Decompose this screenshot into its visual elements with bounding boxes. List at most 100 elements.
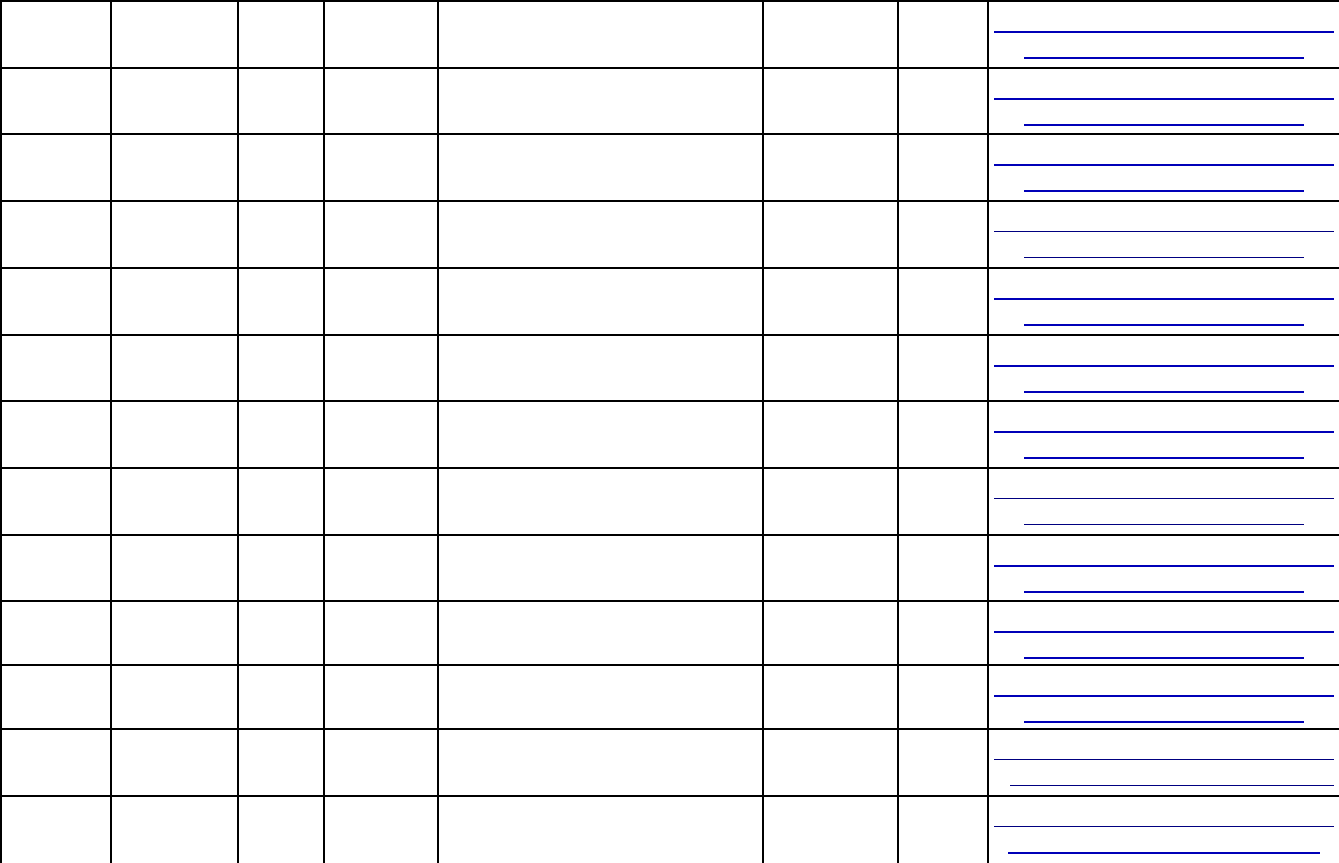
table-cell	[897, 67, 989, 135]
table-cell	[0, 795, 112, 863]
table-cell	[762, 600, 899, 666]
table-cell	[323, 728, 439, 797]
empty-link-underline[interactable]	[1024, 591, 1304, 593]
table-cell	[237, 600, 325, 666]
table-cell	[897, 267, 989, 336]
table-row	[0, 664, 1339, 730]
empty-link-underline[interactable]	[1024, 391, 1304, 393]
table-cell	[437, 267, 764, 336]
table-cell	[0, 467, 112, 536]
table-cell	[237, 334, 325, 402]
table-cell	[323, 664, 439, 730]
empty-link-underline[interactable]	[994, 826, 1334, 827]
table-cell	[323, 67, 439, 135]
table-cell	[110, 664, 239, 730]
table-cell	[237, 467, 325, 536]
table-cell	[110, 400, 239, 469]
table-row	[0, 728, 1339, 797]
table-cell	[0, 200, 112, 269]
table-cell	[897, 728, 989, 797]
table-cell	[323, 400, 439, 469]
table-cell	[237, 728, 325, 797]
table-cell	[437, 534, 764, 602]
table-cell	[897, 0, 989, 69]
table-cell	[897, 200, 989, 269]
table-cell	[437, 600, 764, 666]
empty-link-underline[interactable]	[1024, 257, 1304, 258]
empty-link-underline[interactable]	[1024, 457, 1304, 459]
empty-link-underline[interactable]	[994, 164, 1334, 166]
table-cell	[762, 133, 899, 202]
table-cell	[323, 200, 439, 269]
table-cell	[762, 0, 899, 69]
empty-link-underline[interactable]	[1008, 852, 1320, 854]
empty-link-underline[interactable]	[994, 298, 1334, 300]
empty-link-underline[interactable]	[994, 631, 1334, 633]
empty-link-underline[interactable]	[994, 759, 1334, 760]
link-cell	[987, 0, 1339, 69]
table-cell	[237, 67, 325, 135]
table-cell	[437, 67, 764, 135]
table-cell	[437, 664, 764, 730]
table-cell	[110, 334, 239, 402]
empty-link-underline[interactable]	[994, 365, 1334, 367]
empty-link-underline[interactable]	[1024, 657, 1304, 659]
table-row	[0, 467, 1339, 536]
link-cell	[987, 67, 1339, 135]
table-cell	[897, 400, 989, 469]
empty-link-underline[interactable]	[1024, 124, 1304, 126]
empty-link-underline[interactable]	[994, 565, 1334, 567]
table-cell	[237, 400, 325, 469]
table-cell	[323, 600, 439, 666]
table-cell	[0, 0, 112, 69]
empty-link-underline[interactable]	[1024, 57, 1304, 59]
table-row	[0, 0, 1339, 69]
table-cell	[437, 728, 764, 797]
table-cell	[110, 600, 239, 666]
table-cell	[0, 664, 112, 730]
table-cell	[762, 200, 899, 269]
table-cell	[110, 267, 239, 336]
table-cell	[762, 795, 899, 863]
table-row	[0, 534, 1339, 602]
table-cell	[437, 334, 764, 402]
table-cell	[762, 467, 899, 536]
empty-link-underline[interactable]	[994, 431, 1334, 433]
table-cell	[762, 267, 899, 336]
empty-link-underline[interactable]	[1024, 524, 1304, 525]
table-cell	[437, 200, 764, 269]
table-cell	[897, 664, 989, 730]
table-cell	[762, 664, 899, 730]
table-cell	[437, 467, 764, 536]
table-row	[0, 267, 1339, 336]
table-cell	[897, 334, 989, 402]
empty-link-underline[interactable]	[994, 695, 1334, 697]
empty-link-underline[interactable]	[1024, 324, 1304, 326]
table-cell	[762, 534, 899, 602]
table-cell	[110, 133, 239, 202]
table-cell	[323, 133, 439, 202]
table-cell	[897, 534, 989, 602]
table-cell	[323, 467, 439, 536]
empty-link-underline[interactable]	[994, 498, 1334, 499]
table-cell	[110, 534, 239, 602]
empty-link-underline[interactable]	[994, 31, 1334, 33]
table-cell	[0, 728, 112, 797]
empty-link-underline[interactable]	[1024, 190, 1304, 192]
table-cell	[237, 795, 325, 863]
table-cell	[323, 334, 439, 402]
table-cell	[437, 795, 764, 863]
table-row	[0, 67, 1339, 135]
table-cell	[0, 267, 112, 336]
link-cell	[987, 728, 1339, 797]
table-cell	[110, 0, 239, 69]
link-cell	[987, 664, 1339, 730]
table-cell	[237, 133, 325, 202]
empty-link-underline[interactable]	[1010, 785, 1334, 786]
table-cell	[762, 728, 899, 797]
empty-link-underline[interactable]	[994, 231, 1334, 232]
empty-link-underline[interactable]	[994, 98, 1334, 100]
empty-link-underline[interactable]	[1024, 721, 1304, 723]
